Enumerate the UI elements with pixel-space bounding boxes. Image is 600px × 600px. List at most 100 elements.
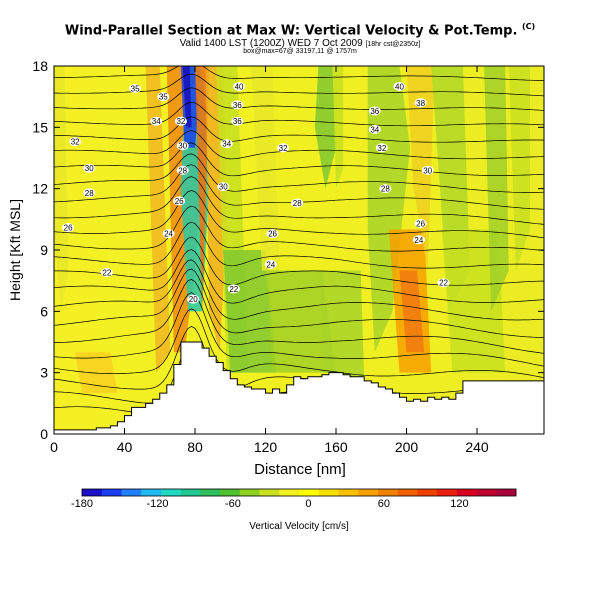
- contour-label: 32: [377, 144, 386, 153]
- contour-label-bg: [187, 294, 200, 304]
- chart-title: Wind-Parallel Section at Max W: Vertical…: [0, 22, 600, 38]
- velocity-patch: [251, 66, 280, 271]
- velocity-patch: [265, 270, 337, 373]
- contour-label-bg: [368, 124, 381, 134]
- y-tick-label: 6: [40, 303, 48, 319]
- colorbar-swatch: [101, 489, 122, 496]
- y-tick-label: 18: [32, 58, 48, 74]
- contour-label-bg: [174, 116, 187, 126]
- contour-label-bg: [217, 182, 230, 192]
- theta-contour-line: [54, 308, 544, 379]
- contour-label-bg: [277, 143, 290, 153]
- velocity-patch: [182, 66, 192, 128]
- colorbar: -180 -120 -60 0 60 120: [71, 488, 517, 510]
- theta-contour-line: [54, 101, 544, 127]
- contour-label-bg: [220, 139, 233, 149]
- velocity-patch: [484, 66, 509, 312]
- contour-label-bg: [393, 81, 406, 91]
- contour-label-bg: [157, 92, 170, 102]
- colorbar-swatch: [377, 489, 399, 496]
- contour-label: 26: [64, 224, 73, 233]
- theta-contour-line: [54, 153, 544, 193]
- velocity-patch: [406, 66, 435, 271]
- contour-label: 32: [71, 138, 80, 147]
- contour-label-bg: [176, 141, 189, 151]
- x-tick-label: 240: [465, 439, 489, 455]
- valid-time-text: Valid 1400 LST (1200Z) WED 7 Oct 2009: [179, 38, 363, 49]
- theta-contour-line: [54, 66, 544, 81]
- copyright-mark: (C): [521, 22, 536, 31]
- contour-label: 35: [159, 93, 168, 102]
- terrain: [53, 341, 545, 435]
- x-tick-label: 120: [254, 439, 278, 455]
- colorbar-swatch: [160, 489, 182, 496]
- theta-contour-line: [54, 142, 544, 177]
- theta-contour-line: [54, 176, 544, 225]
- theta-contour-line: [54, 130, 544, 160]
- contour-label-bg: [150, 116, 163, 126]
- colorbar-swatch: [121, 489, 142, 496]
- contour-label-bg: [173, 196, 186, 206]
- contour-label-bg: [264, 259, 277, 269]
- y-tick-label: 3: [40, 365, 48, 381]
- contour-label: 30: [85, 164, 94, 173]
- contour-label: 24: [164, 230, 173, 239]
- colorbar-swatch: [220, 489, 241, 496]
- contour-label: 28: [381, 185, 390, 194]
- contour-label-bg: [379, 184, 392, 194]
- contour-label: 30: [423, 166, 432, 175]
- contour-label: 35: [131, 84, 140, 93]
- contour-label: 36: [233, 117, 242, 126]
- colorbar-tick-label: 120: [450, 498, 468, 510]
- velocity-patch: [399, 270, 425, 353]
- colorbar-tick-label: 60: [378, 498, 390, 510]
- contour-label-group: 35 35 40 40 32 30 28 26 34 32 30 28 26 24 22 20 36 36 34 32…: [62, 81, 450, 304]
- colorbar-swatch: [141, 489, 162, 496]
- contour-label-bg: [233, 81, 246, 91]
- y-tick-label: 15: [32, 119, 48, 135]
- colorbar-swatch: [456, 489, 477, 496]
- contour-label-bg: [266, 229, 279, 239]
- colorbar-swatch: [259, 489, 280, 496]
- contour-label: 40: [395, 82, 404, 91]
- colorbar-swatch: [397, 489, 418, 496]
- theta-contour-line: [54, 205, 544, 252]
- theta-contour-line: [54, 249, 544, 304]
- contour-label-bg: [421, 165, 434, 175]
- colorbar-swatch: [239, 489, 260, 496]
- colorbar-tick-label: 0: [305, 498, 311, 510]
- y-tick-label: 9: [40, 242, 48, 258]
- velocity-patch: [223, 250, 277, 373]
- plot-area: 35 35 40 40 32 30 28 26 34 32 30 28 26 24 22 20 36 36 34 32…: [53, 65, 545, 435]
- x-tick-label: 80: [187, 439, 203, 455]
- contour-label: 22: [102, 268, 111, 277]
- terrain-group: [53, 341, 545, 435]
- colorbar-swatch: [496, 489, 517, 496]
- contour-label: 32: [279, 144, 288, 153]
- colorbar-swatch: [437, 489, 458, 496]
- y-tick-label: 12: [32, 181, 48, 197]
- contour-label: 34: [222, 140, 231, 149]
- y-axis-label: Height [Kft MSL]: [7, 199, 23, 301]
- contour-label-bg: [412, 235, 425, 245]
- contour-label: 36: [233, 101, 242, 110]
- contour-label: 26: [416, 219, 425, 228]
- contour-label: 24: [414, 236, 423, 245]
- forecast-info-text: [18hr cst@2350z]: [365, 41, 421, 48]
- contour-label-bg: [231, 100, 244, 110]
- theta-contour-line: [54, 268, 544, 338]
- contour-label-bg: [375, 143, 388, 153]
- colorbar-swatch: [180, 489, 201, 496]
- colorbar-swatch: [82, 489, 103, 496]
- contour-label-bg: [437, 278, 450, 288]
- contour-label: 28: [178, 166, 187, 175]
- contour-label-bg: [69, 137, 82, 147]
- contour-label: 26: [268, 230, 277, 239]
- contour-label-bg: [100, 267, 113, 277]
- contour-label-bg: [162, 229, 175, 239]
- theta-contour-line: [54, 236, 544, 286]
- velocity-patch: [508, 66, 530, 271]
- theta-contour-line: [54, 116, 544, 143]
- chart-info-line: box@max=67@ 33197,11 @ 1757m: [243, 48, 357, 55]
- contour-label-bg: [414, 98, 427, 108]
